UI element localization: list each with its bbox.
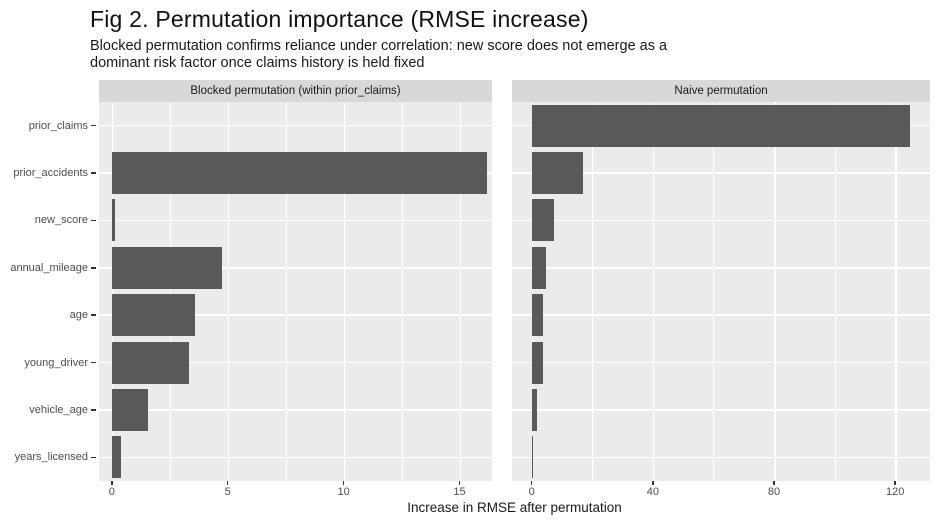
- bar-young_driver: [531, 341, 543, 384]
- bar-new_score: [531, 199, 555, 242]
- y-axis-tick: [91, 409, 96, 411]
- y-axis-label-young_driver: young_driver: [24, 356, 88, 369]
- facet-strip-blocked-permutation: Blocked permutation (within prior_claims…: [99, 80, 492, 102]
- major-gridline: [531, 102, 534, 481]
- x-axis-tick: [530, 481, 533, 485]
- bar-years_licensed: [531, 436, 533, 479]
- category-gridline: [512, 172, 930, 174]
- y-axis-label-years_licensed: years_licensed: [14, 451, 88, 464]
- minor-gridline: [401, 102, 403, 481]
- x-axis-tick: [342, 481, 345, 485]
- y-axis-label-new_score: new_score: [34, 214, 88, 227]
- bar-vehicle_age: [531, 388, 537, 431]
- category-gridline: [512, 219, 930, 222]
- x-axis-tick: [458, 481, 461, 485]
- major-gridline: [895, 102, 897, 481]
- major-gridline: [652, 102, 655, 481]
- category-gridline: [512, 456, 930, 459]
- y-axis-tick: [91, 219, 96, 222]
- x-tick-label: 15: [453, 486, 466, 498]
- bar-age: [531, 294, 543, 337]
- y-axis-tick: [91, 172, 96, 174]
- plot-panel-naive-permutation: [512, 102, 930, 481]
- category-gridline: [99, 456, 492, 459]
- x-axis-tick: [773, 481, 775, 485]
- x-axis-tick: [652, 481, 654, 485]
- category-gridline: [99, 124, 492, 127]
- category-gridline: [99, 409, 492, 411]
- minor-gridline: [592, 102, 594, 481]
- chart-subtitle: Blocked permutation confirms reliance un…: [90, 38, 667, 72]
- bar-young_driver: [111, 341, 190, 384]
- major-gridline: [459, 102, 462, 481]
- x-tick-label: 0: [528, 486, 535, 498]
- category-gridline: [99, 267, 492, 269]
- x-tick-label: 10: [337, 486, 350, 498]
- minor-gridline: [169, 102, 171, 481]
- plot-panel-blocked-permutation: [99, 102, 492, 481]
- major-gridline: [343, 102, 346, 481]
- y-axis-label-prior_claims: prior_claims: [28, 119, 88, 132]
- category-gridline: [512, 361, 930, 364]
- category-gridline: [99, 361, 492, 364]
- minor-gridline: [834, 102, 836, 481]
- x-tick-label: 40: [646, 486, 659, 498]
- category-gridline: [512, 409, 930, 411]
- x-axis-title: Increase in RMSE after permutation: [407, 500, 622, 515]
- minor-gridline: [713, 102, 715, 481]
- chart-title: Fig 2. Permutation importance (RMSE incr…: [90, 6, 589, 32]
- major-gridline: [227, 102, 230, 481]
- category-gridline: [99, 314, 492, 316]
- x-tick-label: 0: [108, 486, 115, 498]
- y-axis-tick: [91, 124, 96, 127]
- x-axis-tick: [111, 481, 113, 485]
- bar-years_licensed: [111, 436, 122, 479]
- category-gridline: [512, 314, 930, 316]
- minor-gridline: [285, 102, 287, 481]
- bar-age: [111, 294, 196, 337]
- bar-prior_accidents: [531, 152, 583, 195]
- chart-subtitle-line2: dominant risk factor once claims history…: [90, 55, 425, 71]
- bar-prior_accidents: [111, 152, 488, 195]
- x-tick-label: 80: [767, 486, 781, 498]
- y-axis-tick: [91, 314, 96, 316]
- bar-annual_mileage: [111, 246, 222, 289]
- y-axis-tick: [91, 456, 96, 459]
- category-gridline: [512, 267, 930, 269]
- bar-prior_claims: [531, 104, 911, 147]
- bar-new_score: [111, 199, 116, 242]
- x-tick-label: 120: [885, 486, 905, 498]
- major-gridline: [774, 102, 776, 481]
- y-axis-label-prior_accidents: prior_accidents: [13, 167, 88, 180]
- category-gridline: [99, 219, 492, 222]
- x-tick-label: 5: [224, 486, 231, 498]
- facet-strip-naive-permutation: Naive permutation: [512, 80, 930, 102]
- x-axis-tick: [226, 481, 229, 485]
- y-axis-tick: [91, 361, 96, 364]
- x-axis-tick: [894, 481, 896, 485]
- major-gridline: [111, 102, 114, 481]
- y-axis-label-age: age: [69, 309, 88, 322]
- y-axis-label-vehicle_age: vehicle_age: [29, 403, 88, 416]
- bar-vehicle_age: [111, 388, 148, 431]
- y-axis-tick: [91, 267, 96, 269]
- bar-annual_mileage: [531, 246, 546, 289]
- chart-subtitle-line1: Blocked permutation confirms reliance un…: [90, 38, 668, 54]
- y-axis-label-annual_mileage: annual_mileage: [10, 261, 88, 274]
